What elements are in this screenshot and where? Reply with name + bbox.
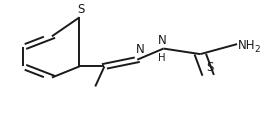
Text: S: S	[77, 3, 84, 16]
Text: H: H	[158, 52, 166, 62]
Text: N: N	[158, 34, 167, 47]
Text: N: N	[135, 43, 144, 56]
Text: S: S	[206, 61, 213, 73]
Text: NH: NH	[238, 38, 256, 51]
Text: 2: 2	[255, 44, 260, 53]
